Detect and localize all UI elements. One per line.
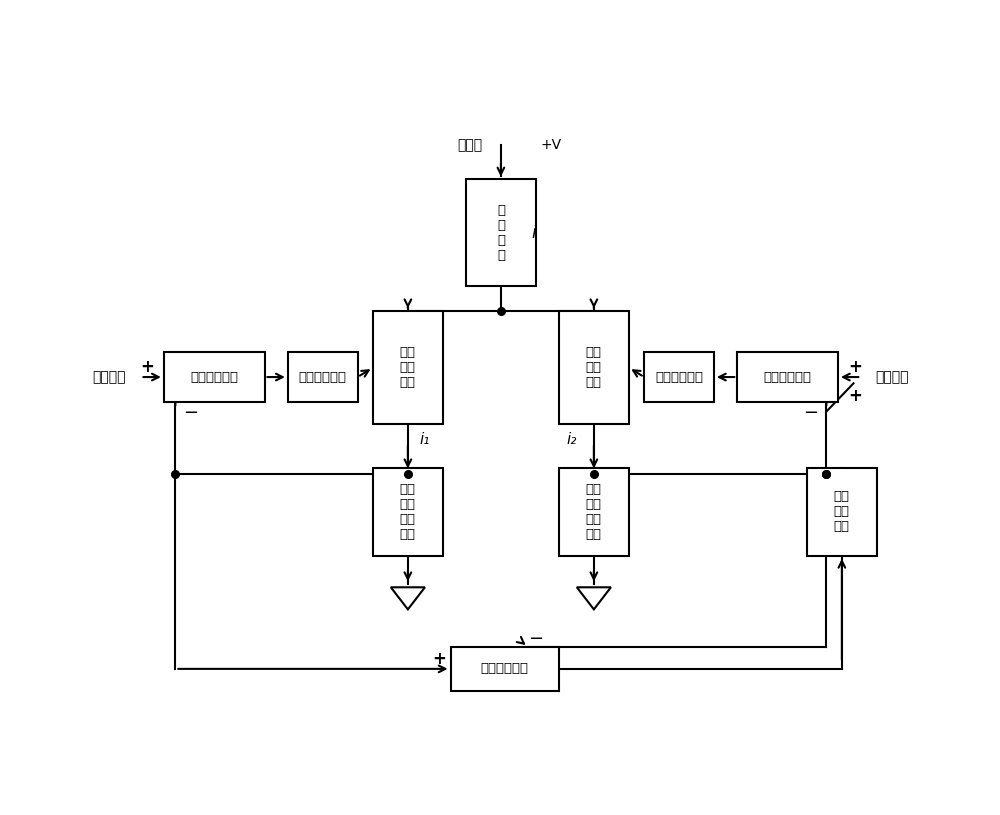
FancyBboxPatch shape [450,647,559,691]
Text: −: − [528,630,543,649]
FancyBboxPatch shape [373,311,443,424]
Text: 工
作
模
块: 工 作 模 块 [497,204,505,262]
FancyBboxPatch shape [373,468,443,556]
Text: +: + [140,358,154,376]
Text: 第二
功率
单元: 第二 功率 单元 [586,346,602,389]
Text: i: i [532,224,536,242]
Text: 电压源: 电压源 [457,138,482,152]
FancyBboxPatch shape [737,352,838,402]
FancyBboxPatch shape [559,468,629,556]
Text: +V: +V [541,138,562,152]
FancyBboxPatch shape [288,352,358,402]
Text: 第二
电流
检测
单元: 第二 电流 检测 单元 [586,483,602,541]
FancyBboxPatch shape [644,352,714,402]
Text: 第二控制单元: 第二控制单元 [655,371,703,384]
FancyBboxPatch shape [466,179,536,286]
Text: 第一比较单元: 第一比较单元 [190,371,238,384]
Text: 设定电流: 设定电流 [876,370,909,384]
Text: +: + [848,358,862,376]
Text: 第二比较单元: 第二比较单元 [764,371,812,384]
Text: 设定电流: 设定电流 [93,370,126,384]
Text: 第一
功率
单元: 第一 功率 单元 [400,346,416,389]
Text: i₁: i₁ [420,432,430,447]
Text: i₂: i₂ [567,432,577,447]
FancyBboxPatch shape [807,468,877,556]
Text: 第三比较单元: 第三比较单元 [481,663,529,676]
Text: −: − [803,404,818,422]
Text: 第一
电流
检测
单元: 第一 电流 检测 单元 [400,483,416,541]
FancyBboxPatch shape [559,311,629,424]
Text: +: + [432,650,446,668]
FancyBboxPatch shape [164,352,264,402]
Text: +: + [848,387,862,405]
Text: 第三
控制
单元: 第三 控制 单元 [834,491,850,534]
Text: 第一控制单元: 第一控制单元 [299,371,347,384]
Text: −: − [183,404,198,422]
